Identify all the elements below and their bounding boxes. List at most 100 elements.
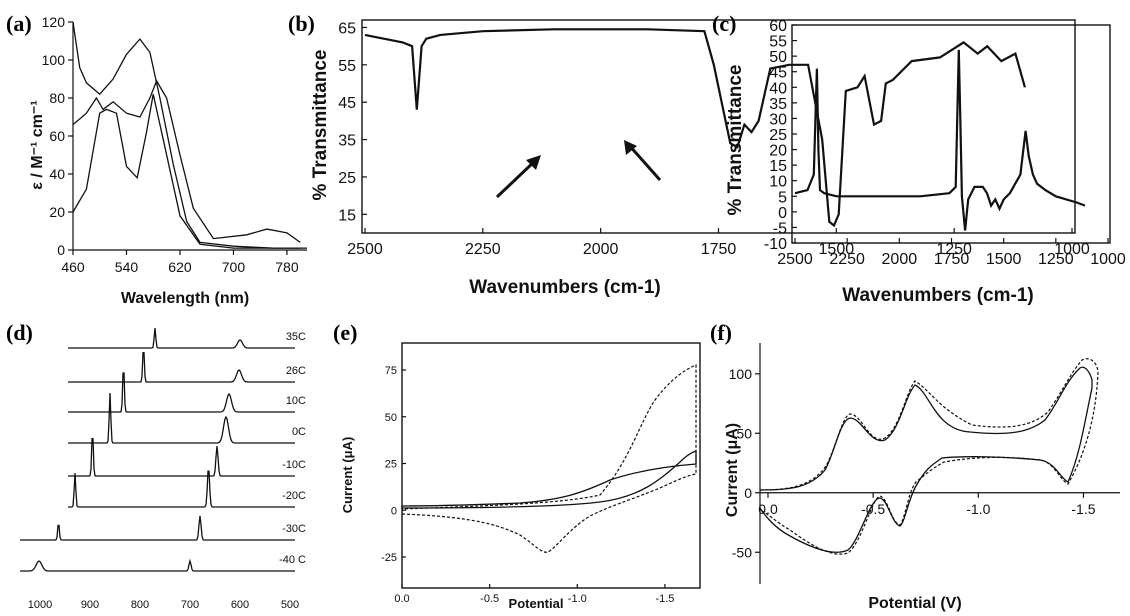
panel-d-x-tick-label: 800 xyxy=(131,599,149,611)
panel-d-temperature-label: 10C xyxy=(286,395,306,407)
panel-c-x-tick-label: 2000 xyxy=(882,251,918,268)
panel-e-xlabel: Potential xyxy=(509,596,564,611)
panel-d-trace-2 xyxy=(68,352,295,383)
panel-d-x-tick-label: 1000 xyxy=(28,599,52,611)
panel-b-y-tick-label: 65 xyxy=(338,20,356,37)
panel-a-series-2-line xyxy=(72,79,301,243)
panel-d-x-tick-label: 900 xyxy=(81,599,99,611)
panel-d-temperature-label: 0C xyxy=(292,426,306,438)
panel-f-ylabel: Current (μA) xyxy=(724,423,741,517)
panel-e-x-tick-label: -0.5 xyxy=(480,593,499,605)
panel-b-y-tick-label: 35 xyxy=(338,133,356,150)
panel-c-y-tick-label: 35 xyxy=(769,96,787,113)
panel-c-spectrum-line xyxy=(794,49,1086,231)
panel-d-x-tick-label: 600 xyxy=(231,599,249,611)
panel-f-x-tick-label: -0.5 xyxy=(861,501,885,517)
panel-a-y-tick-label: 0 xyxy=(57,242,65,258)
panel-c-y-tick-label: 25 xyxy=(769,127,787,144)
panel-b-x-tick-label: 1000 xyxy=(1054,241,1090,258)
panel-a-x-tick-label: 540 xyxy=(115,259,139,275)
panel-a-y-tick-label: 20 xyxy=(49,204,65,220)
panel-a-x-tick-label: 700 xyxy=(222,259,246,275)
panel-a-series-1-line xyxy=(72,21,307,249)
panel-d-trace-7 xyxy=(20,515,295,541)
panel-c-ylabel: % Transmittance xyxy=(725,65,746,216)
panel-letter-c: (c) xyxy=(712,11,736,36)
panel-a-y-tick-label: 60 xyxy=(49,128,65,144)
panel-b-x-tick-label: 1500 xyxy=(819,241,855,258)
panel-b-xlabel: Wavenumbers (cm-1) xyxy=(469,277,660,298)
panel-e-plot-frame xyxy=(401,342,701,589)
panel-b-arrow-left xyxy=(495,157,539,199)
panel-e-y-tick-label: 0 xyxy=(391,505,397,517)
panel-c-y-tick-label: 5 xyxy=(778,189,787,206)
panel-d-trace-1 xyxy=(68,327,295,349)
panel-c-y-tick-label: 40 xyxy=(769,80,787,97)
panel-c-y-tick-label: 10 xyxy=(769,174,787,191)
panel-f-y-tick-label: 100 xyxy=(729,366,753,382)
panel-letter-e: (e) xyxy=(333,320,357,345)
panel-c-xlabel: Wavenumbers (cm-1) xyxy=(842,285,1033,306)
panel-f-y-tick-label: -50 xyxy=(732,544,752,560)
panel-d-x-tick-label: 700 xyxy=(181,599,199,611)
panel-b-x-tick-label: 2000 xyxy=(583,241,619,258)
panel-e-cv-solid-trace xyxy=(401,449,697,509)
panel-f-y-tick-label: 50 xyxy=(736,425,752,441)
panel-d-temperature-label: -40 C xyxy=(279,554,306,566)
panel-c-x-tick-label: 1750 xyxy=(934,251,970,268)
panel-c-x-tick-label: 2500 xyxy=(777,251,813,268)
panel-c-x-tick-label: 1250 xyxy=(1038,251,1074,268)
panel-e-cv-dashed-trace xyxy=(401,364,697,553)
panel-a-y-tick-label: 80 xyxy=(49,90,65,106)
panel-a-y-tick-label: 100 xyxy=(42,52,66,68)
panel-b-arrow-right xyxy=(626,143,662,181)
panel-b-y-tick-label: 25 xyxy=(338,170,356,187)
panel-c-y-tick-label: 55 xyxy=(769,34,787,51)
panel-c-y-tick-label: 45 xyxy=(769,65,787,82)
panel-c-y-tick-label: 50 xyxy=(769,49,787,66)
panel-a-series-3-line xyxy=(72,94,301,249)
panel-e-x-tick-label: -1.0 xyxy=(568,593,587,605)
panel-d-trace-4 xyxy=(68,392,295,444)
panel-e-y-tick-label: 25 xyxy=(385,459,397,471)
panel-f-xlabel: Potential (V) xyxy=(868,595,961,612)
panel-c-y-tick-label: -10 xyxy=(764,236,787,253)
panel-d-trace-3 xyxy=(68,372,295,413)
panel-b-arrow-left-head xyxy=(526,155,541,170)
panel-e-x-tick-label: 0.0 xyxy=(394,593,409,605)
panel-f-x-tick-label: -1.5 xyxy=(1071,501,1095,517)
panel-f-x-tick-label: -1.0 xyxy=(966,501,990,517)
panel-d-trace-8 xyxy=(20,558,295,572)
panel-c-y-tick-label: 60 xyxy=(769,18,787,35)
panel-b-x-tick-label: 1750 xyxy=(701,241,737,258)
panel-a-y-tick-label: 120 xyxy=(42,14,66,30)
panel-f-x-tick-label: 0.0 xyxy=(758,501,778,517)
panel-e-x-tick-label: -1.5 xyxy=(655,593,674,605)
panel-f-cv-dashed-trace xyxy=(759,358,1099,555)
panel-a-x-tick-label: 620 xyxy=(168,259,192,275)
panel-c-y-tick-label: 0 xyxy=(778,205,787,222)
panel-d-temperature-label: 26C xyxy=(286,365,306,377)
panel-b-ylabel: % Transmittance xyxy=(310,50,331,201)
panel-d-temperature-label: -20C xyxy=(282,490,306,502)
panel-c-x-tick-label: 1000 xyxy=(1090,251,1126,268)
panel-d-temperature-label: 35C xyxy=(286,331,306,343)
panel-b-arrow-right-head xyxy=(624,140,637,155)
panel-d-temperature-label: -10C xyxy=(282,459,306,471)
panel-c-y-tick-label: 15 xyxy=(769,158,787,175)
panel-e-y-tick-label: -25 xyxy=(381,552,397,564)
panel-d-trace-6 xyxy=(68,470,295,508)
panel-c-x-tick-label: 2250 xyxy=(829,251,865,268)
panel-a-xlabel: Wavelength (nm) xyxy=(121,290,249,307)
panel-c-x-tick-label: 1500 xyxy=(986,251,1022,268)
panel-d-trace-5 xyxy=(68,437,295,477)
panel-b-y-tick-label: 15 xyxy=(338,207,356,224)
panel-c-y-tick-label: 30 xyxy=(769,111,787,128)
panel-letter-a: (a) xyxy=(6,11,32,36)
panel-d-x-tick-label: 500 xyxy=(281,599,299,611)
panel-e-ylabel: Current (μA) xyxy=(340,437,355,514)
panel-b-x-tick-label: 2500 xyxy=(347,241,383,258)
panel-d-temperature-label: -30C xyxy=(282,523,306,535)
panel-e-y-tick-label: 75 xyxy=(385,365,397,377)
